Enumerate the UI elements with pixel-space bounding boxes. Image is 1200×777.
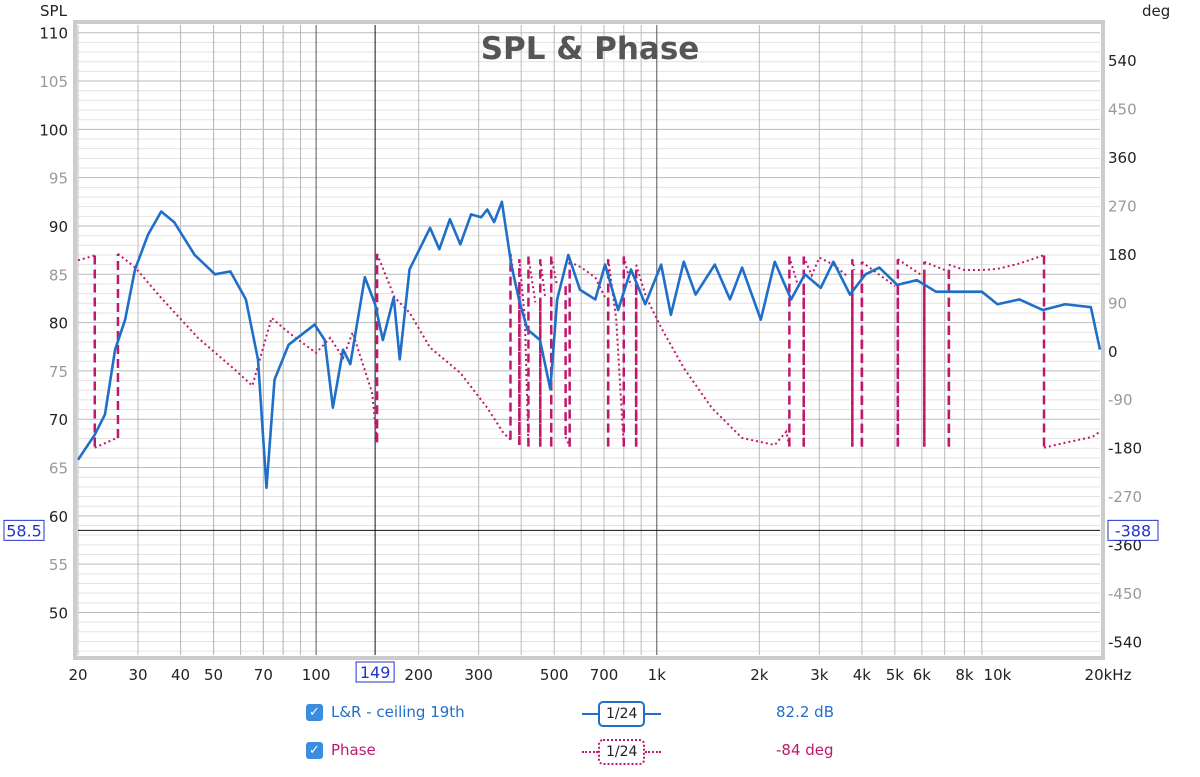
smoothing-spl-label: 1/24 xyxy=(598,701,646,727)
y-tick-label: 100 xyxy=(39,121,68,139)
y2-tick-label: -450 xyxy=(1108,585,1142,603)
y-tick-label: 105 xyxy=(39,73,68,91)
phase-line xyxy=(635,264,791,447)
cursor-spl-label: 58.5 xyxy=(6,521,42,540)
legend-label-spl: L&R - ceiling 19th xyxy=(331,703,465,721)
smoothing-phase[interactable]: 1/24 xyxy=(582,739,662,765)
y-tick-label: 90 xyxy=(49,218,68,236)
phase-line xyxy=(569,261,606,298)
x-tick-label: 20kHz xyxy=(1085,666,1132,684)
y2-tick-label: -90 xyxy=(1108,391,1133,409)
chart-title: SPL & Phase xyxy=(481,31,700,67)
x-tick-label: 5k xyxy=(886,666,905,684)
x-tick-label: 8k xyxy=(955,666,974,684)
y2-tick-label: 270 xyxy=(1108,197,1137,215)
phase-line xyxy=(564,436,571,448)
y2-tick-label: 360 xyxy=(1108,149,1137,167)
cursor-freq-label: 149 xyxy=(360,663,391,682)
legend-label-phase: Phase xyxy=(331,741,376,759)
cursor-phase-label: -388 xyxy=(1115,521,1151,540)
checkbox-spl[interactable]: ✓ xyxy=(306,703,323,721)
y-tick-label: 85 xyxy=(49,266,68,284)
x-tick-label: 700 xyxy=(590,666,619,684)
x-tick-label: 200 xyxy=(404,666,433,684)
y2-tick-label: 0 xyxy=(1108,343,1118,361)
spl-line xyxy=(76,200,1102,490)
y2-tick-label: 540 xyxy=(1108,52,1137,70)
y-tick-label: 50 xyxy=(49,604,68,622)
phase-line xyxy=(622,256,632,287)
smoothing-phase-label: 1/24 xyxy=(598,739,646,765)
y2-tick-label: -360 xyxy=(1108,537,1142,555)
y-tick-label: 95 xyxy=(49,170,68,188)
y-tick-label: 75 xyxy=(49,363,68,381)
smoothing-spl[interactable]: 1/24 xyxy=(582,701,662,727)
readout-spl: 82.2 dB xyxy=(776,703,834,721)
y-tick-label: 70 xyxy=(49,411,68,429)
y-tick-label: 65 xyxy=(49,460,68,478)
y-tick-label: 55 xyxy=(49,556,68,574)
y-tick-label: 80 xyxy=(49,315,68,333)
y2-tick-label: -270 xyxy=(1108,488,1142,506)
x-tick-label: 3k xyxy=(810,666,829,684)
x-tick-label: 20 xyxy=(68,666,87,684)
x-tick-label: 30 xyxy=(128,666,147,684)
x-tick-label: 500 xyxy=(540,666,569,684)
x-tick-label: 1k xyxy=(648,666,667,684)
phase-line xyxy=(376,253,512,441)
phase-line xyxy=(861,261,896,287)
x-tick-label: 300 xyxy=(464,666,493,684)
x-tick-label: 4k xyxy=(853,666,872,684)
legend-item-spl[interactable]: ✓ L&R - ceiling 19th xyxy=(306,703,465,721)
y2-axis-label: deg xyxy=(1142,2,1170,20)
y2-tick-label: -180 xyxy=(1108,440,1142,458)
y2-tick-label: 180 xyxy=(1108,246,1137,264)
phase-line xyxy=(607,259,625,447)
y-axis-label: SPL xyxy=(40,2,68,20)
y2-tick-label: 90 xyxy=(1108,294,1127,312)
phase-line xyxy=(788,256,800,287)
phase-line xyxy=(1043,430,1101,449)
phase-line xyxy=(117,253,379,443)
cursor-spl-label-box xyxy=(3,519,45,541)
checkbox-phase[interactable]: ✓ xyxy=(306,741,323,759)
plot-frame xyxy=(73,20,1105,660)
y2-tick-label: -540 xyxy=(1108,634,1142,652)
phase-line xyxy=(851,259,856,271)
x-tick-label: 40 xyxy=(171,666,190,684)
cursor-freq-label-box xyxy=(355,661,395,683)
spl-phase-chart: SPL & Phase SPL deg 110 105 100 95 90 85 80 75 70 65… xyxy=(3,2,1170,684)
x-tick-label: 70 xyxy=(254,666,273,684)
readout-phase: -84 deg xyxy=(776,741,834,759)
y2-tick-label: 450 xyxy=(1108,100,1137,118)
cursor-phase-label-box xyxy=(1107,519,1159,541)
x-tick-label: 100 xyxy=(302,666,331,684)
phase-line xyxy=(550,256,559,287)
x-tick-label: 6k xyxy=(913,666,932,684)
y-tick-label: 60 xyxy=(49,508,68,526)
x-tick-label: 50 xyxy=(204,666,223,684)
legend-item-phase[interactable]: ✓ Phase xyxy=(306,741,376,759)
phase-line xyxy=(948,254,1044,271)
y-tick-label: 110 xyxy=(39,25,68,43)
phase-line xyxy=(539,259,547,298)
phase-line xyxy=(923,260,946,271)
phase-line xyxy=(94,437,118,449)
x-tick-label: 2k xyxy=(750,666,769,684)
x-tick-label: 10k xyxy=(984,666,1012,684)
